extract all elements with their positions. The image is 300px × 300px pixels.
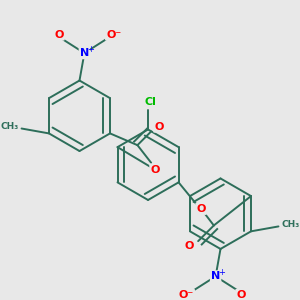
Text: O: O: [54, 29, 64, 40]
Text: O⁻: O⁻: [178, 290, 194, 300]
Text: N: N: [80, 48, 89, 58]
Text: O: O: [154, 122, 164, 132]
Text: O: O: [196, 204, 206, 214]
Text: O: O: [150, 165, 160, 175]
Text: +: +: [87, 45, 94, 54]
Text: +: +: [218, 268, 225, 277]
Text: N: N: [211, 272, 220, 281]
Text: CH₃: CH₃: [1, 122, 19, 131]
Text: O⁻: O⁻: [106, 29, 122, 40]
Text: Cl: Cl: [144, 97, 156, 107]
Text: O: O: [185, 241, 194, 251]
Text: CH₃: CH₃: [281, 220, 299, 229]
Text: O: O: [236, 290, 246, 300]
